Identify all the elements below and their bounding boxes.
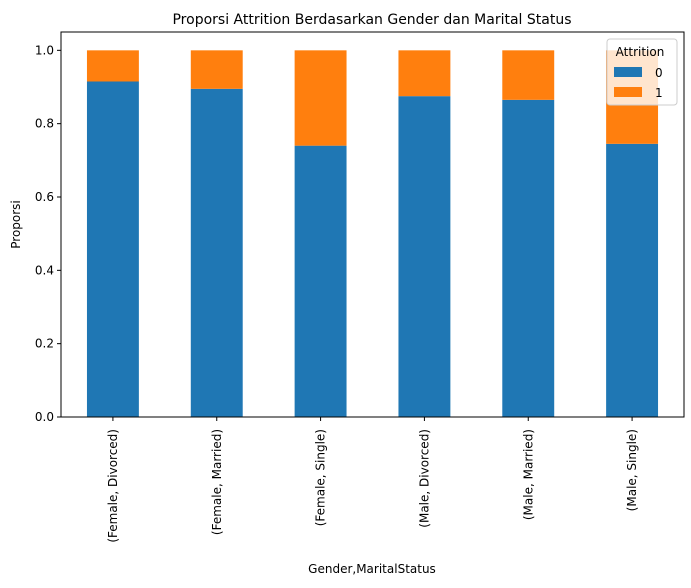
legend-swatch-1 (614, 87, 642, 97)
x-tick-label-4: (Male, Married) (521, 429, 535, 520)
legend-swatch-0 (614, 67, 642, 77)
x-tick-label-3: (Male, Divorced) (417, 429, 431, 528)
x-tick-label-2: (Female, Single) (314, 429, 328, 526)
chart-title: Proporsi Attrition Berdasarkan Gender da… (172, 12, 571, 28)
y-tick-label-0: 0.0 (35, 410, 54, 424)
y-tick-label-4: 0.8 (35, 117, 54, 131)
bar-series-0-4 (502, 99, 555, 417)
bar-series-0-1 (190, 88, 243, 417)
x-tick-label-0: (Female, Divorced) (106, 429, 120, 543)
y-tick-label-2: 0.4 (35, 263, 54, 277)
legend-title: Attrition (616, 45, 665, 59)
bar-series-1-2 (294, 50, 347, 146)
legend-label-1: 1 (655, 86, 663, 100)
bar-series-1-3 (398, 50, 451, 97)
x-axis-label: Gender,MaritalStatus (308, 562, 436, 576)
legend: Attrition 0 1 (606, 38, 678, 106)
y-tick-label-1: 0.2 (35, 337, 54, 351)
bar-series-1-0 (86, 50, 139, 82)
bar-series-0-3 (398, 96, 451, 418)
legend-label-0: 0 (655, 66, 663, 80)
bar-series-0-5 (606, 143, 659, 418)
bar-series-0-0 (86, 81, 139, 417)
bars-group (86, 50, 659, 418)
bar-series-1-1 (190, 50, 243, 89)
bar-series-1-4 (502, 50, 555, 100)
y-tick-label-5: 1.0 (35, 43, 54, 57)
bar-series-0-2 (294, 145, 347, 417)
y-tick-label-3: 0.6 (35, 190, 54, 204)
x-tick-label-1: (Female, Married) (210, 429, 224, 535)
y-axis-label: Proporsi (9, 200, 23, 249)
plot-frame (60, 31, 685, 418)
y-axis: 0.0 0.2 0.4 0.6 0.8 1.0 (35, 43, 61, 424)
x-axis: (Female, Divorced) (Female, Married) (Fema… (106, 417, 639, 543)
x-tick-label-5: (Male, Single) (625, 429, 639, 511)
